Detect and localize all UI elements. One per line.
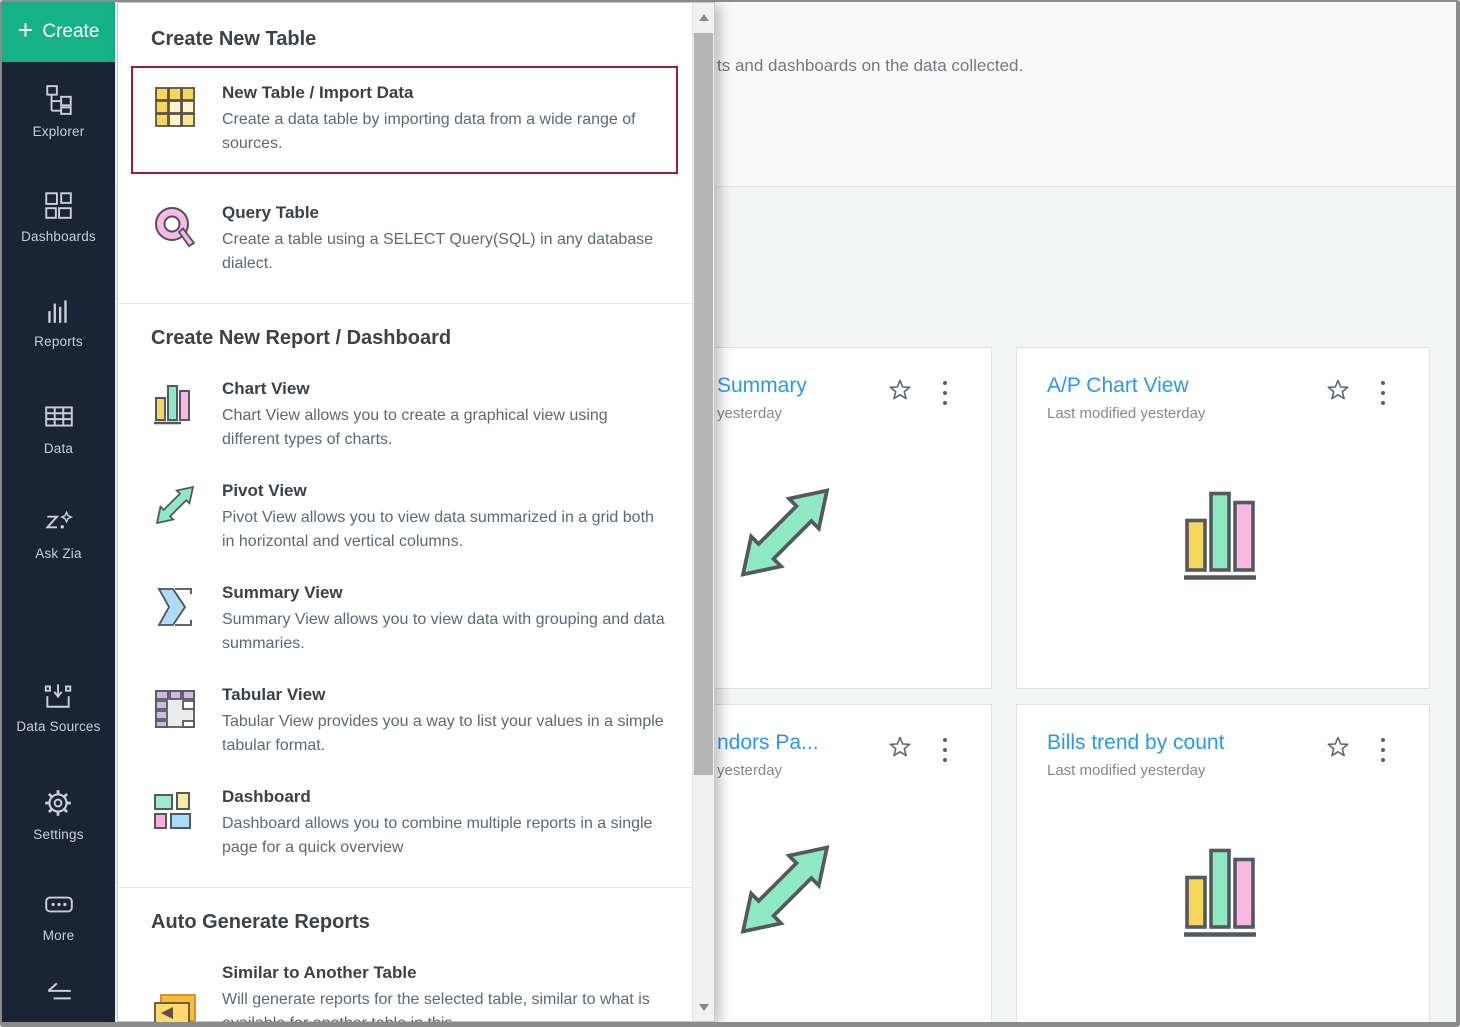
sidebar-item-settings[interactable]: Settings — [33, 787, 83, 842]
menu-item-title: Similar to Another Table — [222, 963, 417, 982]
menu-item-description: Tabular View provides you a way to list … — [222, 713, 664, 754]
menu-item-title: Tabular View — [222, 685, 326, 704]
menu-item-description: Create a data table by importing data fr… — [222, 111, 636, 152]
section-divider — [118, 887, 692, 888]
plus-icon: + — [17, 15, 34, 45]
menu-item-description: Chart View allows you to create a graphi… — [222, 407, 608, 448]
hierarchy-icon — [43, 84, 75, 116]
page-description: ts and dashboards on the data collected. — [717, 56, 1024, 75]
card-subtitle: Last modified yesterday — [1047, 405, 1206, 422]
collapse-sidebar-icon — [43, 977, 75, 1009]
gear-icon — [42, 787, 74, 819]
sidebar-item-explorer[interactable]: Explorer — [33, 84, 85, 139]
bar-chart-icon — [1148, 839, 1298, 946]
collapse-sidebar-button[interactable] — [43, 977, 75, 1009]
create-button[interactable]: + Create — [2, 2, 115, 62]
sidebar-item-more[interactable]: More — [43, 888, 75, 943]
new-table-grid-icon — [151, 83, 199, 156]
menu-item-similar-to-another-table[interactable]: Similar to Another Table Will generate r… — [151, 963, 666, 1027]
more-options-kebab-icon[interactable] — [1377, 378, 1389, 408]
sidebar-item-label: Settings — [33, 827, 84, 842]
menu-item-query-table[interactable]: Query Table Create a table using a SELEC… — [151, 203, 666, 276]
chart-bars-icon — [151, 379, 199, 452]
sidebar-item-label: Ask Zia — [35, 546, 82, 561]
sigma-icon — [151, 583, 199, 656]
section-heading-auto-generate: Auto Generate Reports — [151, 911, 370, 933]
more-options-kebab-icon[interactable] — [939, 735, 951, 765]
dashboard-tiles-icon — [151, 787, 199, 860]
sidebar-item-label: Data Sources — [16, 719, 101, 734]
create-menu-panel: Create New Table New Table / Import Data… — [117, 2, 715, 1022]
menu-item-title: Pivot View — [222, 481, 307, 500]
scroll-down-arrow[interactable] — [693, 997, 714, 1017]
card-subtitle: Last modified yesterday — [1047, 762, 1206, 779]
more-options-kebab-icon[interactable] — [939, 378, 951, 408]
scroll-up-arrow[interactable] — [693, 7, 714, 27]
menu-item-description: Dashboard allows you to combine multiple… — [222, 815, 653, 856]
sidebar-item-label: Data — [43, 441, 74, 456]
sidebar-item-dashboards[interactable]: Dashboards — [21, 189, 96, 244]
sidebar: + Create Explorer — [2, 2, 115, 1022]
menu-item-description: Create a table using a SELECT Query(SQL)… — [222, 231, 654, 272]
sidebar-item-label: Explorer — [32, 124, 85, 139]
menu-item-title: Query Table — [222, 203, 319, 222]
panel-scrollbar[interactable] — [692, 3, 714, 1021]
report-card-bills-trend: Bills trend by count Last modified yeste… — [1016, 704, 1430, 1022]
favorite-star-icon[interactable] — [888, 378, 912, 407]
tabular-grid-icon — [151, 685, 199, 758]
menu-item-description: Pivot View allows you to view data summa… — [222, 509, 654, 550]
pivot-arrow-icon — [151, 481, 199, 554]
bar-chart-icon — [1148, 482, 1298, 589]
zia-sparkle-icon — [42, 506, 74, 538]
report-card-ap-chart-view: A/P Chart View Last modified yesterday — [1016, 347, 1430, 689]
sidebar-item-label: Dashboards — [21, 229, 96, 244]
favorite-star-icon[interactable] — [1326, 378, 1350, 407]
data-table-icon — [43, 401, 75, 433]
menu-item-title: New Table / Import Data — [222, 83, 414, 102]
query-q-icon — [151, 203, 199, 276]
card-subtitle: yesterday — [717, 405, 783, 422]
card-title-link[interactable]: Bills trend by count — [1047, 731, 1225, 754]
menu-item-title: Chart View — [222, 379, 310, 398]
menu-item-summary-view[interactable]: Summary View Summary View allows you to … — [151, 583, 666, 656]
more-options-kebab-icon[interactable] — [1377, 735, 1389, 765]
menu-item-dashboard[interactable]: Dashboard Dashboard allows you to combin… — [151, 787, 666, 860]
section-divider — [118, 303, 692, 304]
similar-table-icon — [151, 963, 199, 1022]
sidebar-item-data[interactable]: Data — [43, 401, 75, 456]
menu-item-chart-view[interactable]: Chart View Chart View allows you to crea… — [151, 379, 666, 452]
favorite-star-icon[interactable] — [1326, 735, 1350, 764]
menu-item-pivot-view[interactable]: Pivot View Pivot View allows you to view… — [151, 481, 666, 554]
menu-item-new-table-import-data[interactable]: New Table / Import Data Create a data ta… — [131, 66, 678, 174]
section-heading-create-new-report: Create New Report / Dashboard — [151, 327, 452, 349]
sidebar-item-label: More — [42, 928, 75, 943]
favorite-star-icon[interactable] — [888, 735, 912, 764]
menu-item-description: Summary View allows you to view data wit… — [222, 611, 665, 652]
section-heading-create-new-table: Create New Table — [151, 28, 317, 50]
ellipsis-icon — [43, 888, 75, 920]
sidebar-item-reports[interactable]: Reports — [34, 294, 83, 349]
data-sources-icon — [42, 679, 74, 711]
sidebar-item-data-sources[interactable]: Data Sources — [16, 679, 100, 734]
card-title-link[interactable]: ndors Pa... — [717, 731, 819, 754]
menu-item-description: Will generate reports for the selected t… — [222, 991, 650, 1027]
bar-chart-icon — [42, 294, 74, 326]
dashboards-grid-icon — [42, 189, 74, 221]
create-button-label: Create — [42, 21, 100, 42]
card-title-link[interactable]: A/P Chart View — [1047, 374, 1189, 397]
menu-item-title: Summary View — [222, 583, 343, 602]
card-subtitle: yesterday — [717, 762, 783, 779]
card-title-link[interactable]: Summary — [717, 374, 807, 397]
scrollbar-thumb[interactable] — [694, 33, 713, 775]
sidebar-item-ask-zia[interactable]: Ask Zia — [35, 506, 82, 561]
pivot-arrow-icon — [729, 477, 841, 594]
menu-item-title: Dashboard — [222, 787, 311, 806]
pivot-arrow-icon — [729, 834, 841, 951]
menu-item-tabular-view[interactable]: Tabular View Tabular View provides you a… — [151, 685, 666, 758]
sidebar-item-label: Reports — [34, 334, 83, 349]
